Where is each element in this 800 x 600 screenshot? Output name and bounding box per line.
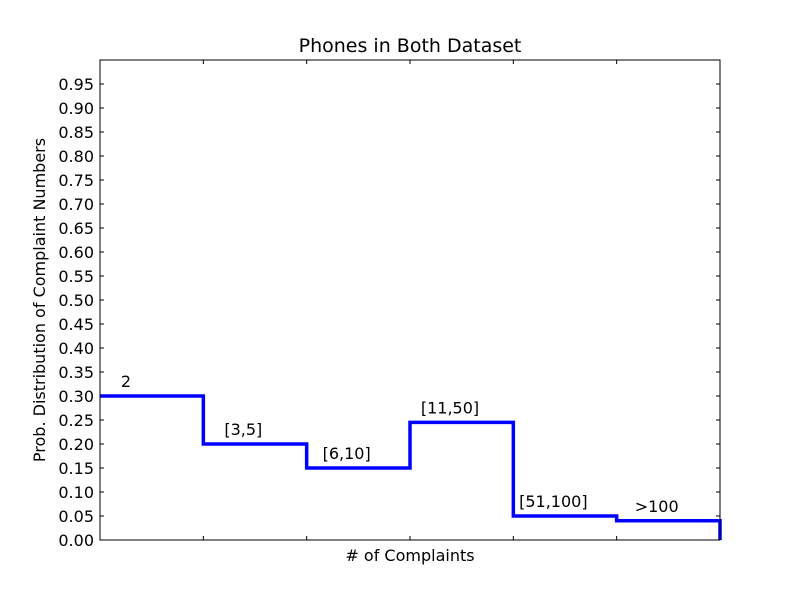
y-tick-label: 0.65 [58,219,94,238]
plot-frame [99,59,721,541]
y-tick-label: 0.60 [58,243,94,262]
category-label: [6,10] [323,444,371,463]
category-label: [11,50] [421,398,479,417]
y-tick-label: 0.35 [58,363,94,382]
category-label: [3,5] [224,420,262,439]
data-labels: 2 [3,5] [6,10] [11,50] [51,100] >100 [121,372,679,516]
y-tick-label: 0.30 [58,387,94,406]
y-tick-label: 0.15 [58,459,94,478]
y-tick-label: 0.25 [58,411,94,430]
y-tick-label: 0.70 [58,195,94,214]
ticks-group [100,60,720,541]
y-tick-label: 0.75 [58,171,94,190]
y-axis-label: Prob. Distribution of Complaint Numbers [30,138,49,462]
y-tick-label: 0.45 [58,315,94,334]
x-axis-label: # of Complaints [345,546,474,565]
y-tick-label: 0.90 [58,99,94,118]
y-tick-label: 0.80 [58,147,94,166]
y-tick-label: 0.10 [58,483,94,502]
category-label: [51,100] [519,492,587,511]
category-label: >100 [635,497,679,516]
y-tick-label: 0.00 [58,531,94,550]
y-tick-label: 0.95 [58,75,94,94]
y-tick-label: 0.05 [58,507,94,526]
y-tick-labels: 0.00 0.05 0.10 0.15 0.20 0.25 0.30 0.35 0.40 0.45… [58,75,94,550]
y-tick-label: 0.85 [58,123,94,142]
chart-title: Phones in Both Dataset [299,35,522,57]
series-line [100,394,722,540]
category-label: 2 [121,372,131,391]
y-tick-label: 0.40 [58,339,94,358]
y-tick-label: 0.50 [58,291,94,310]
y-tick-label: 0.20 [58,435,94,454]
y-tick-label: 0.55 [58,267,94,286]
